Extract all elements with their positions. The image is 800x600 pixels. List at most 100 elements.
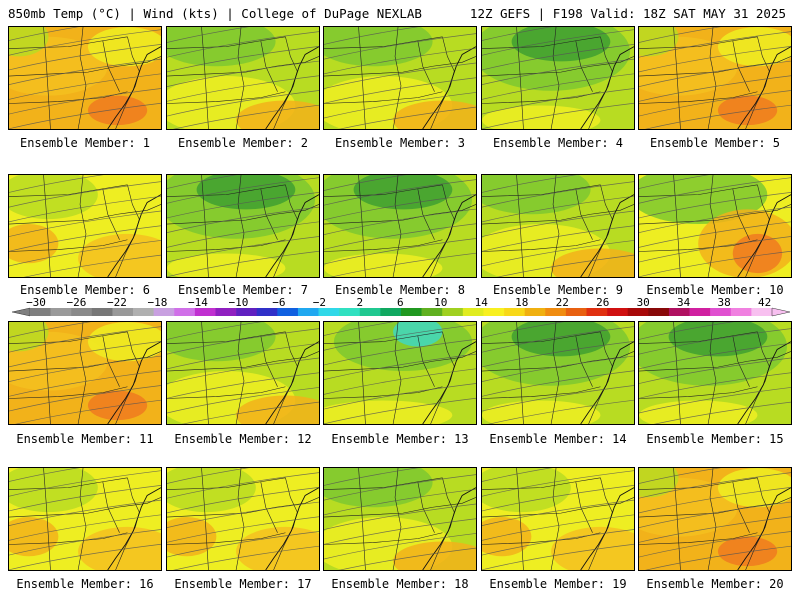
- wind-streamline: [9, 468, 80, 482]
- wind-streamline: [482, 175, 577, 193]
- ensemble-member-panel: [638, 174, 792, 278]
- temp-fill-region: [9, 468, 98, 513]
- state-boundary: [639, 91, 758, 104]
- temp-fill-region: [78, 233, 161, 277]
- state-boundary: [707, 27, 717, 129]
- state-boundary: [550, 27, 560, 129]
- state-boundary: [43, 175, 51, 277]
- wind-streamline: [9, 210, 161, 237]
- colorbar-swatch: [710, 308, 732, 316]
- wind-streamline: [9, 175, 104, 193]
- coastline: [265, 341, 319, 424]
- ensemble-member-caption: Ensemble Member: 6: [19, 283, 151, 297]
- state-boundary: [482, 65, 591, 77]
- wind-streamline: [482, 470, 634, 497]
- temp-fill-region: [236, 395, 319, 424]
- colorbar-swatch: [607, 308, 629, 316]
- temperature-map: [167, 468, 319, 570]
- colorbar-swatch: [318, 308, 340, 316]
- state-boundary: [9, 36, 128, 49]
- ensemble-member-panel: [481, 321, 635, 425]
- state-boundary: [275, 351, 319, 362]
- ensemble-member-panel: [8, 321, 162, 425]
- state-boundary: [392, 27, 402, 129]
- state-boundary: [275, 204, 319, 215]
- temp-fill-region: [236, 526, 319, 570]
- colorbar-swatch: [359, 308, 381, 316]
- coastline: [107, 341, 161, 424]
- colorbar-swatch: [133, 308, 154, 316]
- state-boundary: [432, 351, 476, 362]
- temperature-map: [9, 322, 161, 424]
- temperature-map: [324, 175, 476, 277]
- wind-streamline: [324, 353, 476, 381]
- wind-streamline: [9, 326, 161, 353]
- wind-streamline: [9, 44, 161, 71]
- colorbar-swatch: [462, 308, 484, 316]
- state-boundary: [201, 27, 209, 129]
- ensemble-member-caption: Ensemble Member: 15: [646, 432, 784, 446]
- wind-streamline: [482, 385, 634, 412]
- wind-streamline: [9, 385, 161, 412]
- wind-streamline: [167, 46, 319, 73]
- wind-streamline: [9, 529, 161, 556]
- colorbar-swatch: [50, 308, 72, 316]
- ensemble-member-caption: Ensemble Member: 14: [489, 432, 627, 446]
- temp-fill-region: [324, 400, 453, 424]
- colorbar-swatch: [174, 308, 196, 316]
- state-boundary: [324, 331, 443, 344]
- state-boundary: [432, 56, 476, 67]
- colorbar-swatch: [524, 308, 546, 316]
- state-boundary: [639, 213, 748, 225]
- wind-streamline: [482, 355, 634, 382]
- wind-streamline: [167, 236, 319, 263]
- wind-streamline: [324, 223, 476, 250]
- wind-streamline: [324, 175, 407, 191]
- temp-fill-region: [393, 541, 476, 570]
- colorbar-tick-label: 22: [556, 296, 569, 309]
- colorbar-tick-label: 2: [357, 296, 364, 309]
- state-boundary: [482, 331, 601, 344]
- temperature-map: [639, 468, 791, 570]
- colorbar-tick-label: 10: [434, 296, 447, 309]
- temp-fill-region: [87, 390, 148, 421]
- wind-streamline: [324, 397, 476, 424]
- wind-streamline: [482, 29, 634, 56]
- ensemble-member-caption: Ensemble Member: 4: [492, 136, 624, 150]
- wind-streamline: [324, 474, 476, 501]
- colorbar-swatch: [380, 308, 402, 316]
- state-boundary: [482, 184, 601, 197]
- ensemble-member-caption: Ensemble Member: 13: [331, 432, 469, 446]
- coastline: [422, 46, 476, 129]
- temp-fill-region: [87, 95, 148, 126]
- temp-fill-region: [551, 526, 634, 570]
- wind-streamline: [482, 44, 634, 71]
- colorbar-tick-label: −30: [26, 296, 46, 309]
- colorbar-tick-label: −18: [148, 296, 168, 309]
- wind-streamline: [9, 73, 161, 100]
- wind-streamline: [167, 31, 319, 58]
- wind-streamline: [15, 399, 161, 424]
- ensemble-member-caption: Ensemble Member: 12: [174, 432, 312, 446]
- wind-streamline: [482, 499, 634, 527]
- state-boundary: [639, 360, 748, 372]
- wind-streamline: [167, 206, 319, 234]
- state-boundary: [747, 204, 791, 215]
- colorbar-swatch: [194, 308, 216, 316]
- wind-streamline: [639, 487, 791, 514]
- coastline: [737, 487, 791, 570]
- wind-streamline: [482, 73, 634, 100]
- wind-streamline: [482, 514, 634, 541]
- temp-fill-region: [167, 253, 286, 277]
- state-boundary: [417, 40, 435, 92]
- temperature-map: [324, 322, 476, 424]
- ensemble-member-caption: Ensemble Member: 8: [334, 283, 466, 297]
- state-boundary: [43, 27, 51, 129]
- wind-streamline: [639, 206, 791, 234]
- wind-streamline: [9, 470, 161, 497]
- state-boundary: [324, 360, 433, 372]
- colorbar-swatch: [421, 308, 443, 316]
- colorbar-swatch: [483, 308, 505, 316]
- coastline: [265, 487, 319, 570]
- wind-streamline: [482, 27, 553, 41]
